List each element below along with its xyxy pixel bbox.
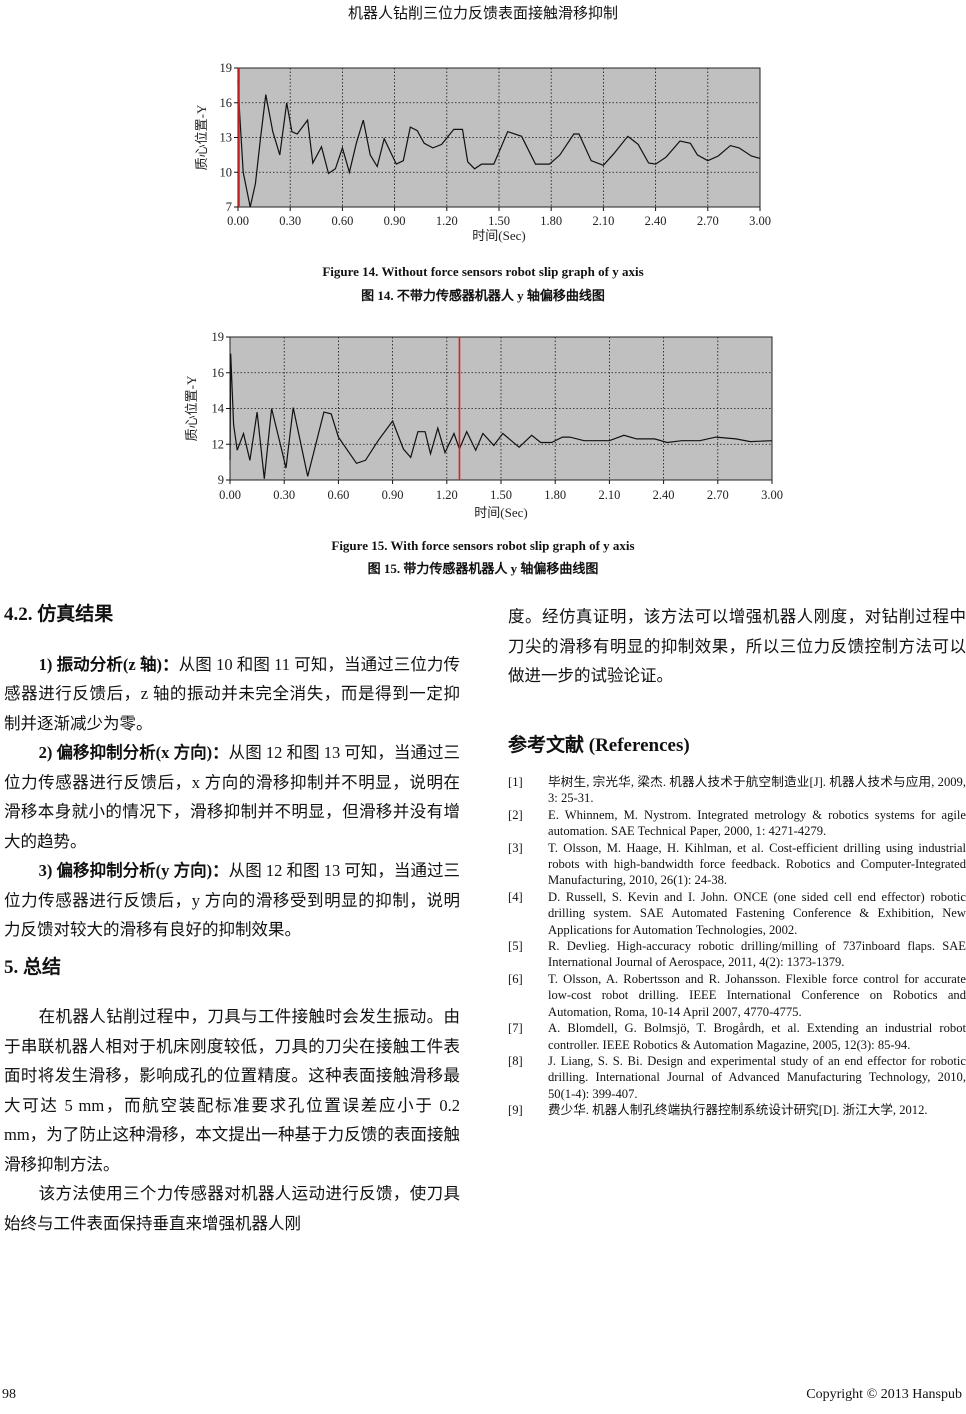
- x-tick-label: 2.70: [707, 488, 729, 502]
- x-tick-label: 2.70: [697, 214, 719, 228]
- paragraph-text: 从图 10 和图 11 可知，当通过三位力传感器进行反馈后，z 轴的振动并未完全…: [4, 654, 461, 733]
- x-tick-label: 1.50: [490, 488, 512, 502]
- x-tick-label: 0.30: [273, 488, 295, 502]
- x-tick-label: 0.60: [327, 488, 349, 502]
- reference-item: [4] D. Russell, S. Kevin and I. John. ONC…: [508, 889, 966, 938]
- reference-list: [1] 毕树生, 宗光华, 梁杰. 机器人技术于航空制造业[J]. 机器人技术与应…: [508, 774, 966, 1119]
- paragraph: 1) 振动分析(z 轴)：从图 10 和图 11 可知，当通过三位力传感器进行反…: [4, 650, 460, 739]
- y-tick-label: 19: [212, 330, 225, 344]
- paragraph: 在机器人钻削过程中，刀具与工件接触时会发生振动。由于串联机器人相对于机床刚度较低…: [4, 1007, 460, 1174]
- fig14-caption-cn: 图 14. 不带力传感器机器人 y 轴偏移曲线图: [361, 288, 605, 303]
- left-column: 4.2. 仿真结果 1) 振动分析(z 轴)：从图 10 和图 11 可知，当通…: [4, 600, 460, 1238]
- reference-number: [5]: [508, 939, 523, 954]
- reference-number: [8]: [508, 1053, 523, 1068]
- reference-item: [7] A. Blomdell, G. Bolmsjö, T. Brogårdh,…: [508, 1020, 966, 1053]
- chart-fig15: 0.00 0.30 0.60 0.90 1.20 1.50 1.80 2.10 2.40 2.70…: [184, 330, 783, 520]
- reference-number: [9]: [508, 1103, 523, 1118]
- y-axis-label: 质心位置-Y: [184, 375, 199, 441]
- y-tick-label: 16: [212, 366, 225, 380]
- reference-text: J. Liang, S. S. Bi. Design and experimen…: [548, 1053, 966, 1101]
- x-tick-label: 0.00: [219, 488, 241, 502]
- reference-text: E. Whinnem, M. Nystrom. Integrated metro…: [548, 807, 966, 839]
- reference-text: D. Russell, S. Kevin and I. John. ONCE (…: [548, 889, 966, 937]
- y-tick-label: 16: [220, 96, 233, 110]
- page-number: 98: [2, 1387, 16, 1402]
- x-tick-label: 3.00: [761, 488, 783, 502]
- x-tick-label: 2.40: [653, 488, 675, 502]
- x-tick-label: 2.10: [592, 214, 614, 228]
- reference-number: [6]: [508, 971, 523, 986]
- x-tick-label: 0.30: [279, 214, 301, 228]
- data-series-line: [237, 79, 761, 208]
- reference-text: T. Olsson, A. Robertsson and R. Johansso…: [548, 971, 966, 1019]
- x-tick-label: 0.00: [227, 214, 249, 228]
- x-tick-label: 0.90: [382, 488, 404, 502]
- x-tick-label: 1.80: [544, 488, 566, 502]
- running-header: 机器人钻削三位力反馈表面接触滑移抑制: [347, 6, 618, 22]
- y-tick-label: 13: [220, 131, 233, 145]
- y-tick-label: 10: [220, 165, 233, 179]
- reference-text: A. Blomdell, G. Bolmsjö, T. Brogårdh, et…: [548, 1021, 966, 1052]
- paragraph-lead: 3) 偏移抑制分析(y 方向)：: [38, 861, 229, 880]
- y-tick-label: 19: [220, 61, 233, 75]
- paragraph-text: 从图 12 和图 13 可知，当通过三位力传感器进行反馈后，x 方向的滑移抑制并…: [4, 743, 461, 851]
- reference-text: T. Olsson, M. Haage, H. Kihlman, et al. …: [548, 840, 966, 888]
- paragraph: 该方法使用三个力传感器对机器人运动进行反馈，使刀具始终与工件表面保持垂直来增强机…: [4, 1184, 460, 1233]
- fig14-caption-en: Figure 14. Without force sensors robot s…: [322, 264, 644, 279]
- x-tick-label: 1.80: [540, 214, 562, 228]
- section-heading-4-2: 4.2. 仿真结果: [4, 604, 114, 625]
- reference-item: [9] 费少华. 机器人制孔终端执行器控制系统设计研究[D]. 浙江大学, 201…: [508, 1102, 966, 1118]
- section-heading-5: 5. 总结: [4, 956, 62, 978]
- reference-number: [1]: [508, 775, 523, 789]
- reference-text: 费少华. 机器人制孔终端执行器控制系统设计研究[D]. 浙江大学, 2012.: [548, 1103, 928, 1118]
- reference-text: 毕树生, 宗光华, 梁杰. 机器人技术于航空制造业[J]. 机器人技术与应用, …: [548, 775, 966, 806]
- y-tick-label: 9: [218, 473, 224, 487]
- paragraph-lead: 1) 振动分析(z 轴)：: [38, 654, 179, 674]
- x-axis-label: 时间(Sec): [472, 228, 525, 243]
- x-tick-label: 0.60: [331, 214, 353, 228]
- paragraph: 3) 偏移抑制分析(y 方向)：从图 12 和图 13 可知，当通过三位力传感器…: [4, 856, 460, 945]
- y-tick-label: 7: [226, 200, 232, 214]
- reference-item: [2] E. Whinnem, M. Nystrom. Integrated me…: [508, 807, 966, 840]
- x-tick-label: 2.10: [598, 488, 620, 502]
- reference-item: [6] T. Olsson, A. Robertsson and R. Johan…: [508, 971, 966, 1020]
- references-heading: 参考文献 (References): [508, 734, 690, 756]
- reference-number: [3]: [508, 840, 523, 855]
- y-tick-label: 14: [212, 402, 225, 416]
- reference-item: [5] R. Devlieg. High-accuracy robotic dri…: [508, 938, 966, 971]
- paragraph: 度。经仿真证明，该方法可以增强机器人刚度，对钻削过程中刀尖的滑移有明显的抑制效果…: [508, 607, 966, 685]
- x-tick-label: 1.50: [488, 214, 510, 228]
- chart-fig14: 0.00 0.30 0.60 0.90 1.20 1.50 1.80 2.10 2.40 2.70…: [194, 61, 771, 243]
- reference-number: [2]: [508, 807, 523, 822]
- y-tick-label: 12: [212, 437, 225, 451]
- reference-number: [7]: [508, 1021, 523, 1036]
- x-tick-label: 3.00: [749, 214, 771, 228]
- fig15-caption-en: Figure 15. With force sensors robot slip…: [331, 538, 635, 553]
- paragraph: 2) 偏移抑制分析(x 方向)：从图 12 和图 13 可知，当通过三位力传感器…: [4, 738, 460, 856]
- paragraph-text: 从图 12 和图 13 可知，当通过三位力传感器进行反馈后，y 方向的滑移受到明…: [4, 861, 461, 939]
- reference-item: [8] J. Liang, S. S. Bi. Design and experi…: [508, 1053, 966, 1102]
- reference-item: [3] T. Olsson, M. Haage, H. Kihlman, et a…: [508, 840, 966, 889]
- x-tick-label: 0.90: [384, 214, 406, 228]
- x-tick-label: 1.20: [436, 214, 458, 228]
- copyright: Copyright © 2013 Hanspub: [806, 1387, 962, 1402]
- y-axis-label: 质心位置-Y: [194, 104, 209, 170]
- x-tick-label: 2.40: [645, 214, 667, 228]
- right-column: 度。经仿真证明，该方法可以增强机器人刚度，对钻削过程中刀尖的滑移有明显的抑制效果…: [508, 602, 966, 1119]
- reference-item: [1] 毕树生, 宗光华, 梁杰. 机器人技术于航空制造业[J]. 机器人技术与应…: [508, 774, 966, 807]
- reference-number: [4]: [508, 889, 523, 904]
- x-axis-label: 时间(Sec): [474, 505, 527, 520]
- x-tick-label: 1.20: [436, 488, 458, 502]
- reference-text: R. Devlieg. High-accuracy robotic drilli…: [548, 939, 966, 970]
- paragraph-lead: 2) 偏移抑制分析(x 方向)：: [38, 743, 229, 762]
- data-series-line: [229, 353, 773, 479]
- fig15-caption-cn: 图 15. 带力传感器机器人 y 轴偏移曲线图: [367, 561, 599, 576]
